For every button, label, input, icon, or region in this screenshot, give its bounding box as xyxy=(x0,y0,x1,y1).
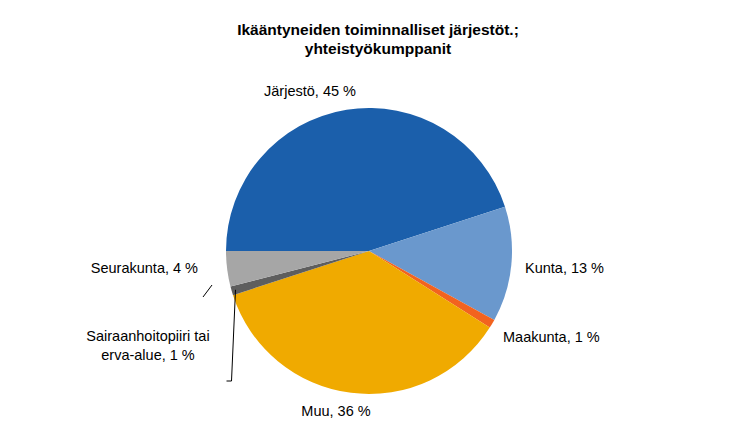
label-value: , 1 % xyxy=(567,329,600,345)
label-category: Muu xyxy=(301,403,329,419)
label-category: Seurakunta xyxy=(91,260,166,276)
label-category: erva-alue xyxy=(101,347,161,363)
label-value: , 13 % xyxy=(563,260,604,276)
label-category: Kunta xyxy=(525,260,564,276)
data-label: erva-alue, 1 % xyxy=(101,347,195,363)
pie-slice xyxy=(226,251,369,287)
label-value: , 36 % xyxy=(330,403,371,419)
label-category: Järjestö xyxy=(264,83,315,99)
label-category: Maakunta xyxy=(503,329,568,345)
label-value: , 45 % xyxy=(315,83,356,99)
data-label: Muu, 36 % xyxy=(301,403,370,419)
chart-title: Ikääntyneiden toiminnalliset järjestöt.; xyxy=(237,21,519,38)
label-category: Sairaanhoitopiiri tai xyxy=(86,328,209,344)
chart-title: yhteistyökumppanit xyxy=(305,40,451,57)
slices xyxy=(226,108,512,394)
label-value: , 1 % xyxy=(162,347,195,363)
label-value: , 4 % xyxy=(165,260,198,276)
data-label: Seurakunta, 4 % xyxy=(91,260,198,276)
data-label: Sairaanhoitopiiri tai xyxy=(86,328,209,344)
chart: Ikääntyneiden toiminnalliset järjestöt.;… xyxy=(0,0,750,436)
data-label: Järjestö, 45 % xyxy=(264,83,356,99)
data-label: Maakunta, 1 % xyxy=(503,329,600,345)
data-label: Kunta, 13 % xyxy=(525,260,604,276)
leader-line xyxy=(203,285,212,297)
leader-line xyxy=(227,290,236,381)
